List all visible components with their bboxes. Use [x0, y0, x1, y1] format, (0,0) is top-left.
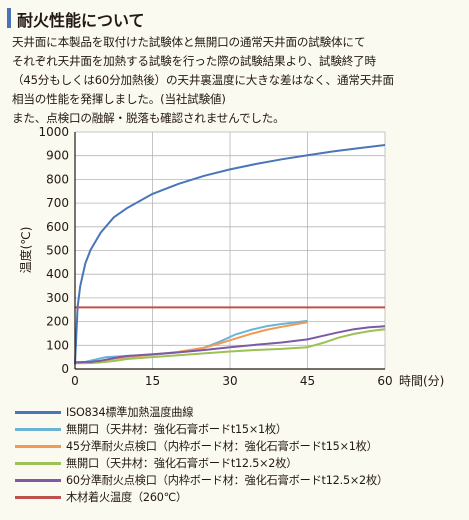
legend-item: ISO834標準加熱温度曲線	[15, 404, 465, 421]
y-tick-label: 500	[46, 244, 69, 258]
y-tick-label: 0	[61, 362, 69, 376]
legend-swatch	[15, 411, 61, 414]
legend-swatch	[15, 428, 61, 431]
x-tick-label: 60	[377, 374, 392, 388]
y-tick-label: 300	[46, 291, 69, 305]
legend-swatch	[15, 462, 61, 465]
legend-label: ISO834標準加熱温度曲線	[66, 406, 194, 419]
y-tick-label: 900	[46, 149, 69, 163]
x-tick-label: 15	[145, 374, 160, 388]
description-line-5: また、点検口の融解・脱落も確認されませんでした。	[12, 111, 285, 125]
x-axis-label: 時間(分)	[399, 374, 444, 388]
y-axis-label: 温度(℃)	[18, 227, 33, 274]
legend-item: 無開口（天井材：強化石膏ボードt12.5×2枚）	[15, 455, 465, 472]
y-tick-label: 200	[46, 315, 69, 329]
description-line-2: それぞれ天井面を加熱する試験を行った際の試験結果より、試験終了時	[12, 54, 376, 68]
y-tick-label: 700	[46, 196, 69, 210]
tick-labels: 0 100 200 300 400 500 600 700 800 900 1000 0 15 30 45 6…	[38, 125, 392, 388]
y-tick-label: 800	[46, 172, 69, 186]
legend-swatch	[15, 445, 61, 448]
section-heading: 耐火性能について	[7, 8, 463, 30]
temperature-chart: 0 100 200 300 400 500 600 700 800 900 1000 0 15 30 45 6…	[18, 125, 444, 388]
series-line-5	[74, 325, 386, 364]
legend-label: 60分準耐火点検口（内枠ボード材：強化石膏ボードt12.5×2枚）	[66, 474, 388, 487]
description-line-4: 相当の性能を発揮しました。(当社試験値)	[12, 92, 226, 106]
description-line-3: （45分もしくは60分加熱後）の天井裏温度に大きな差はなく、通常天井面	[12, 73, 394, 87]
series-lines	[74, 144, 386, 365]
y-tick-label: 600	[46, 220, 69, 234]
legend-item: 無開口（天井材：強化石膏ボードt15×1枚）	[15, 421, 465, 438]
legend-item: 60分準耐火点検口（内枠ボード材：強化石膏ボードt12.5×2枚）	[15, 472, 465, 489]
series-line-4	[75, 328, 386, 365]
x-tick-label: 0	[71, 374, 79, 388]
grid-lines	[75, 131, 386, 369]
y-tick-label: 100	[46, 338, 69, 352]
legend-label: 無開口（天井材：強化石膏ボードt15×1枚）	[66, 423, 287, 436]
legend-swatch	[15, 479, 61, 482]
legend-item: 45分準耐火点検口（内枠ボード材：強化石膏ボードt15×1枚）	[15, 438, 465, 455]
legend-swatch	[15, 496, 61, 499]
legend-label: 45分準耐火点検口（内枠ボード材：強化石膏ボードt15×1枚）	[66, 440, 378, 453]
description-line-1: 天井面に本製品を取付けた試験体と無開口の通常天井面の試験体にて	[12, 35, 366, 49]
x-tick-label: 45	[300, 374, 315, 388]
y-tick-label: 400	[46, 267, 69, 281]
series-line-1	[74, 144, 386, 365]
x-tick-label: 30	[222, 374, 237, 388]
legend-item: 木材着火温度（260℃）	[15, 489, 465, 506]
section-title: 耐火性能について	[17, 11, 145, 30]
legend-label: 木材着火温度（260℃）	[66, 491, 188, 504]
heading-accent-bar	[7, 8, 11, 28]
legend-label: 無開口（天井材：強化石膏ボードt12.5×2枚）	[66, 457, 298, 470]
y-tick-label: 1000	[38, 125, 69, 139]
